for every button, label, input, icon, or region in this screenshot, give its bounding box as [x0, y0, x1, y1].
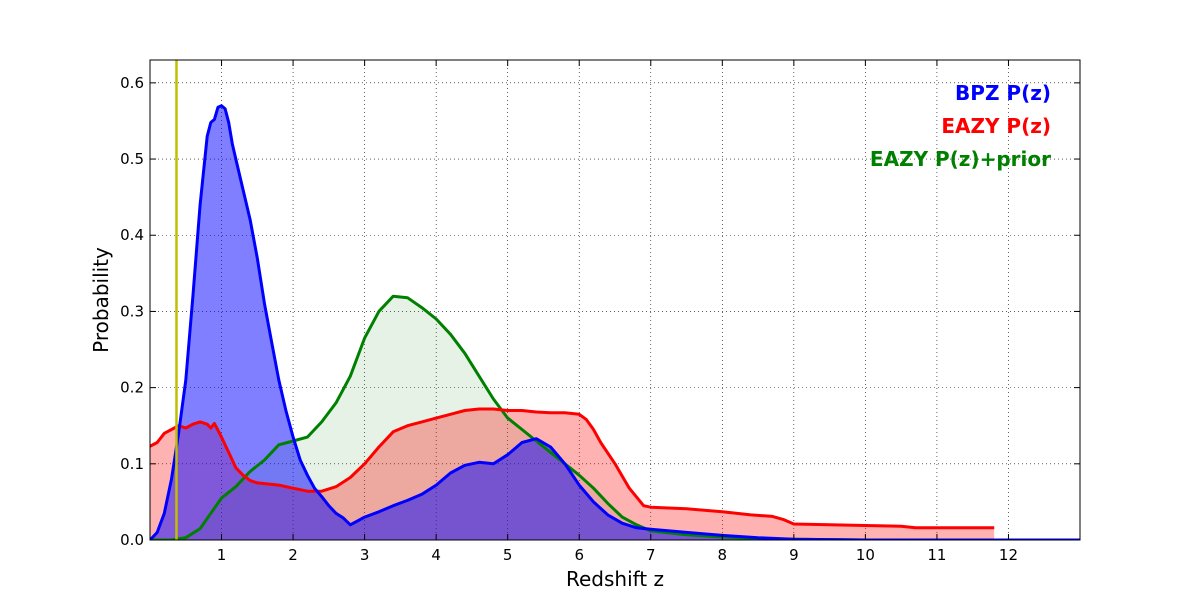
series-line-eazy-p-z: [150, 407, 995, 530]
grid: [150, 60, 1080, 540]
x-tick-label: 12: [999, 546, 1018, 564]
y-axis-label: Probability: [89, 247, 113, 353]
axis-ticks: 1 2 3 4 5 6 7 8 9 10 11 120.00.10.20.30.40.50.6: [120, 60, 1080, 564]
y-tick-label: 0.4: [120, 226, 144, 244]
legend: BPZ P(z) EAZY P(z) EAZY P(z)+prior: [870, 81, 1051, 171]
y-tick-label: 0.5: [120, 150, 144, 168]
series-line-eazy-p-z-prior: [150, 294, 1080, 540]
legend-entry: BPZ P(z): [955, 81, 1051, 105]
x-tick-label: 9: [789, 546, 799, 564]
x-tick-label: 8: [718, 546, 728, 564]
plot-frame: [149, 59, 1081, 541]
x-tick-label: 10: [856, 546, 875, 564]
x-tick-label: 5: [503, 546, 513, 564]
series-lines: [150, 104, 1080, 540]
x-axis-label: Redshift z: [566, 567, 664, 591]
y-tick-label: 0.1: [120, 455, 144, 473]
y-tick-label: 0.2: [120, 379, 144, 397]
x-tick-label: 7: [646, 546, 656, 564]
x-tick-label: 3: [360, 546, 370, 564]
x-tick-label: 1: [217, 546, 227, 564]
x-tick-label: 2: [288, 546, 298, 564]
x-tick-label: 11: [927, 546, 946, 564]
y-tick-label: 0.0: [120, 531, 144, 549]
x-tick-label: 4: [431, 546, 441, 564]
series-line-bpz-p-z: [150, 104, 1080, 540]
x-tick-label: 6: [574, 546, 584, 564]
plot-background: [150, 60, 1080, 540]
y-tick-label: 0.6: [120, 74, 144, 92]
y-tick-label: 0.3: [120, 302, 144, 320]
series-fill-eazy-p-z-prior: [150, 296, 1080, 540]
legend-entry: EAZY P(z)+prior: [870, 147, 1051, 171]
legend-entry: EAZY P(z): [941, 114, 1051, 138]
series-fill-bpz-p-z: [150, 105, 1080, 540]
